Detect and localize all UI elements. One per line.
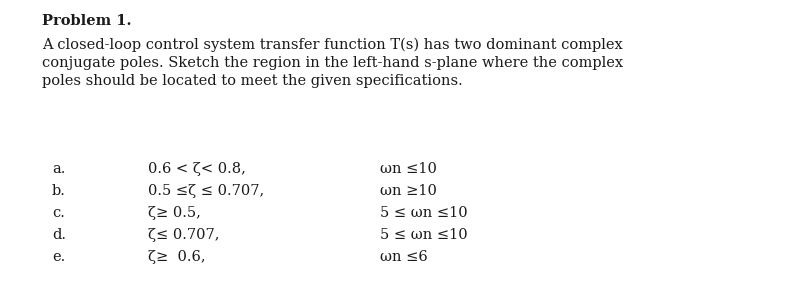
Text: a.: a. (52, 162, 66, 176)
Text: ζ≥  0.6,: ζ≥ 0.6, (148, 250, 205, 264)
Text: ωn ≤6: ωn ≤6 (380, 250, 427, 264)
Text: 5 ≤ ωn ≤10: 5 ≤ ωn ≤10 (380, 206, 468, 220)
Text: b.: b. (52, 184, 66, 198)
Text: ωn ≤10: ωn ≤10 (380, 162, 437, 176)
Text: ωn ≥10: ωn ≥10 (380, 184, 437, 198)
Text: ζ≥ 0.5,: ζ≥ 0.5, (148, 206, 201, 220)
Text: d.: d. (52, 228, 66, 242)
Text: 0.6 < ζ< 0.8,: 0.6 < ζ< 0.8, (148, 162, 246, 176)
Text: Problem 1.: Problem 1. (42, 14, 131, 28)
Text: ζ≤ 0.707,: ζ≤ 0.707, (148, 228, 220, 242)
Text: poles should be located to meet the given specifications.: poles should be located to meet the give… (42, 74, 463, 88)
Text: 5 ≤ ωn ≤10: 5 ≤ ωn ≤10 (380, 228, 468, 242)
Text: A closed-loop control system transfer function T(s) has two dominant complex: A closed-loop control system transfer fu… (42, 38, 623, 52)
Text: 0.5 ≤ζ ≤ 0.707,: 0.5 ≤ζ ≤ 0.707, (148, 184, 264, 198)
Text: c.: c. (52, 206, 65, 220)
Text: e.: e. (52, 250, 66, 264)
Text: conjugate poles. Sketch the region in the left-hand s-plane where the complex: conjugate poles. Sketch the region in th… (42, 56, 623, 70)
